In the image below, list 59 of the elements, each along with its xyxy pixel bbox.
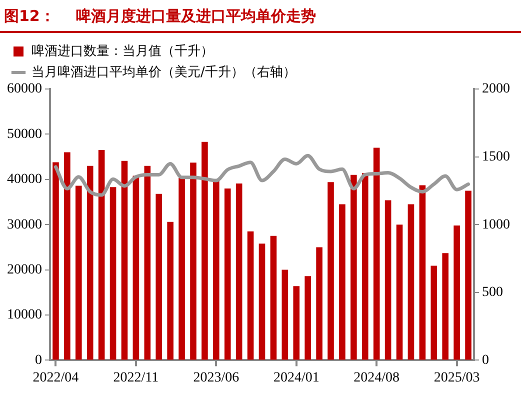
bar [396,224,403,360]
y2-tick-label: 0 [482,352,489,368]
x-tick-label: 2024/01 [273,370,320,386]
bar [339,204,346,360]
bar [236,183,242,360]
x-tick-label: 2023/06 [193,370,240,386]
bar [86,166,94,360]
legend-label: 当月啤酒进口平均单价（美元/千升）（右轴） [32,64,296,80]
bar [178,178,185,360]
bar [384,200,392,360]
y2-tick-label: 500 [482,285,503,300]
bar [156,194,162,360]
bar [190,162,196,360]
bar [224,188,231,360]
bar [419,185,426,360]
bar [350,174,357,360]
bar [98,150,105,360]
bar [110,187,116,360]
bar [132,176,140,360]
bar [408,204,414,360]
bar [213,180,220,360]
y2-tick-label: 1000 [482,217,510,232]
y-tick-label: 20000 [7,262,42,278]
bar [144,166,151,360]
y-tick-label: 10000 [7,308,42,323]
bar [465,190,472,360]
x-tick-label: 2022/04 [32,370,79,386]
x-tick-label: 2024/08 [354,370,400,386]
bar [373,148,380,360]
y-tick-label: 30000 [7,217,42,232]
bar [293,286,300,360]
bar [52,162,59,360]
bar [316,247,322,360]
bar [454,226,460,360]
bar [76,186,82,360]
x-tick-label: 2022/11 [113,370,159,386]
line-series [54,154,470,197]
bar [121,160,128,360]
legend-label: 啤酒进口数量：当月值（千升） [32,44,214,59]
bar [442,253,449,360]
bar [328,182,334,360]
bar [167,222,174,360]
chart-title: 图12： 啤酒月度进口量及进口平均单价走势 [0,0,521,33]
bar [282,270,288,360]
bar [64,152,70,360]
y-tick-label: 0 [35,352,42,368]
x-tick-label: 2025/03 [434,370,480,386]
y-tick-label: 40000 [7,172,42,188]
bar [430,266,438,360]
y2-tick-label: 1500 [482,149,510,164]
bar [304,276,311,360]
bar [362,173,368,360]
y-tick-label: 50000 [7,126,42,142]
bar [258,244,266,360]
bar [270,236,277,360]
y2-tick-label: 2000 [482,82,510,97]
bar [202,142,208,360]
bar [247,231,254,360]
y-tick-label: 60000 [7,82,42,97]
